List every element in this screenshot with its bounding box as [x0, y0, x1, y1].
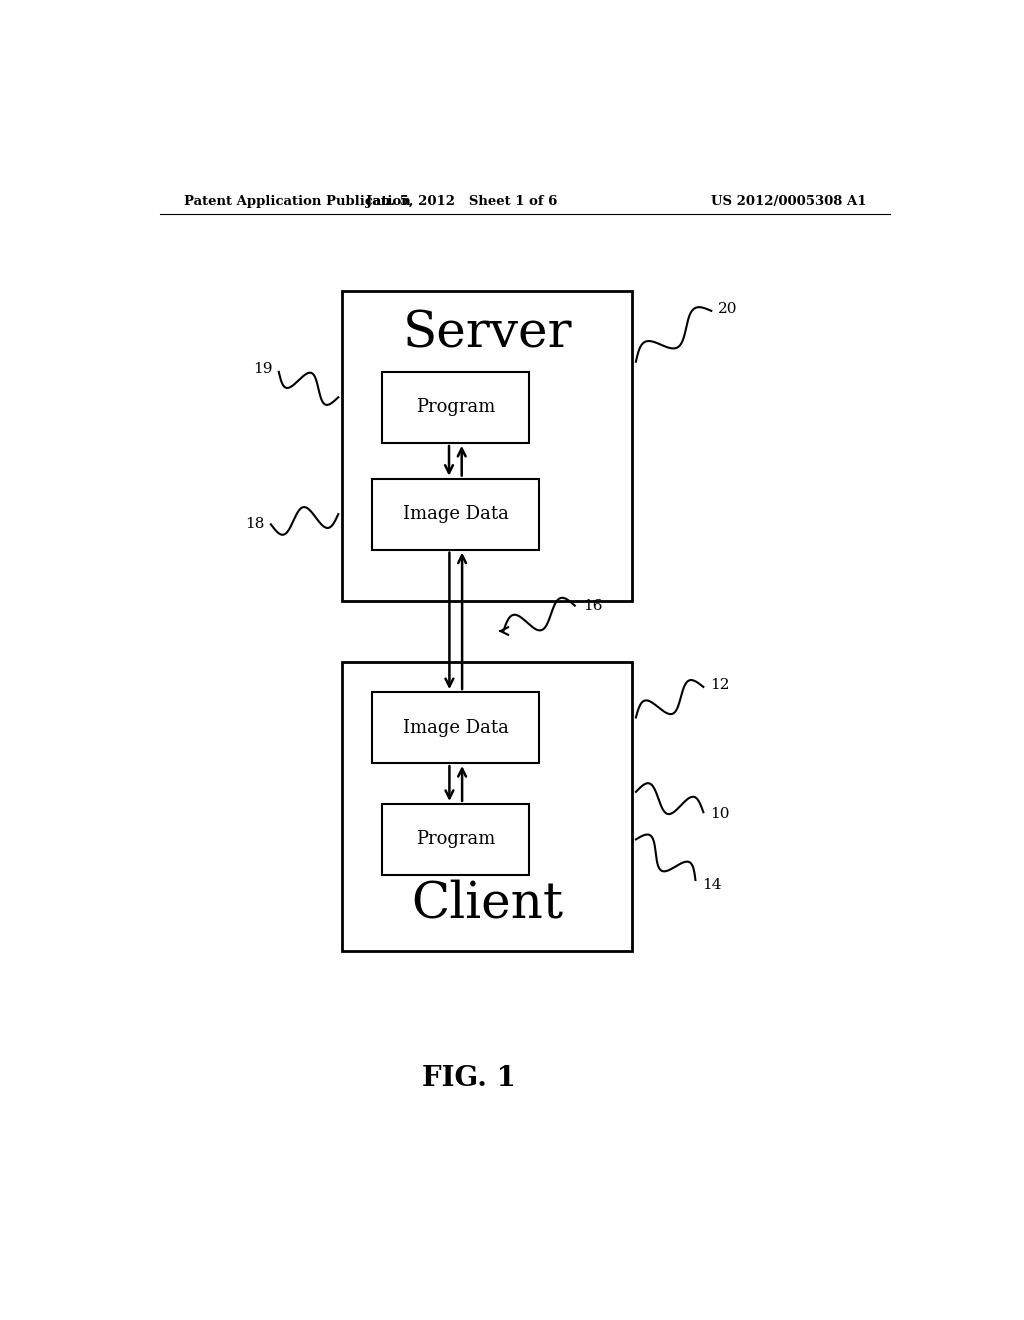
Text: 12: 12 — [710, 678, 729, 692]
Text: 16: 16 — [583, 598, 602, 612]
Text: Program: Program — [416, 830, 495, 849]
Bar — [373, 479, 539, 549]
Bar — [373, 692, 539, 763]
Text: FIG. 1: FIG. 1 — [422, 1065, 516, 1092]
Text: 18: 18 — [245, 517, 264, 532]
Text: Program: Program — [416, 399, 495, 416]
Text: Image Data: Image Data — [402, 506, 509, 523]
Text: 20: 20 — [718, 302, 737, 315]
Bar — [382, 372, 528, 444]
Text: Client: Client — [411, 879, 563, 929]
Text: Image Data: Image Data — [402, 718, 509, 737]
Bar — [342, 290, 632, 601]
Bar — [342, 661, 632, 952]
Text: Server: Server — [402, 309, 571, 358]
Text: Patent Application Publication: Patent Application Publication — [183, 194, 411, 207]
Text: Jan. 5, 2012   Sheet 1 of 6: Jan. 5, 2012 Sheet 1 of 6 — [366, 194, 557, 207]
Text: 10: 10 — [710, 808, 729, 821]
Text: 19: 19 — [253, 362, 272, 376]
Bar — [382, 804, 528, 875]
Text: 14: 14 — [701, 878, 721, 892]
Text: US 2012/0005308 A1: US 2012/0005308 A1 — [711, 194, 866, 207]
